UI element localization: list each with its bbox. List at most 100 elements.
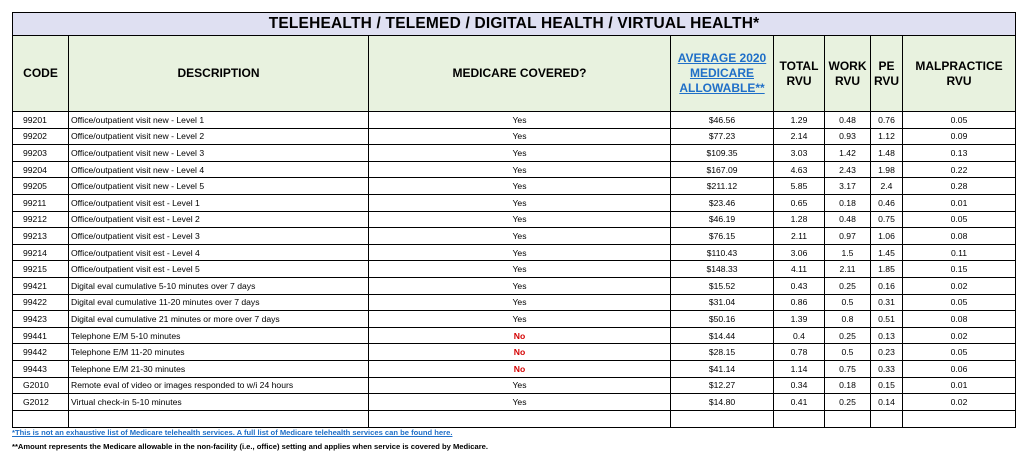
cell-description: Office/outpatient visit est - Level 3 [68,227,369,245]
cell-code: 99214 [12,243,69,262]
cell-malpractice-rvu: 0.02 [901,326,1017,345]
cell-total-rvu: 2.11 [773,227,825,245]
cell-medicare-covered: Yes [368,293,671,312]
table-row: 99422 Digital eval cumulative 11-20 minut… [12,293,1017,312]
table-row: 99443 Telephone E/M 21-30 minutes No $41.14… [12,359,1017,378]
cell-description: Office/outpatient visit new - Level 3 [68,144,369,162]
cell-code: 99211 [12,193,69,212]
cell-description: Digital eval cumulative 21 minutes or mo… [68,310,369,328]
cell-total-rvu: 0.78 [773,343,825,361]
cell-medicare-covered: Yes [368,310,671,328]
cell-work-rvu: 0.5 [824,293,871,312]
cell-work-rvu: 0.8 [824,310,871,328]
table-row: 99215 Office/outpatient visit est - Level… [12,260,1017,278]
cell-code: 99205 [12,177,69,195]
table-row: 99214 Office/outpatient visit est - Level… [12,243,1017,262]
cell-medicare-covered: Yes [368,276,671,295]
cell-work-rvu: 0.97 [824,227,871,245]
cell-description: Office/outpatient visit new - Level 5 [68,177,369,195]
cell-empty [670,409,774,428]
cell-code: 99443 [12,359,69,378]
cell-code: 99421 [12,276,69,295]
cell-average-allowable: $148.33 [670,260,774,278]
cell-medicare-covered: Yes [368,193,671,212]
cell-malpractice-rvu: 0.11 [901,243,1017,262]
cell-code: 99204 [12,160,69,179]
table-row: 99423 Digital eval cumulative 21 minutes … [12,310,1017,328]
cell-medicare-covered: Yes [368,243,671,262]
table-row: G2012 Virtual check-in 5-10 minutes Yes $14… [12,393,1017,411]
header-total-rvu: TOTAL RVU [773,35,825,112]
cell-total-rvu: 2.14 [773,127,825,146]
telehealth-codes-table: TELEHEALTH / TELEMED / DIGITAL HEALTH / … [11,12,1017,428]
cell-malpractice-rvu: 0.05 [901,343,1017,361]
cell-total-rvu: 3.03 [773,144,825,162]
cell-work-rvu: 0.48 [824,111,871,129]
cell-malpractice-rvu: 0.02 [901,276,1017,295]
table-row: 99213 Office/outpatient visit est - Level… [12,227,1017,245]
cell-code: 99213 [12,227,69,245]
cell-pe-rvu: 1.45 [870,243,903,262]
cell-description: Office/outpatient visit est - Level 5 [68,260,369,278]
cell-code: 99422 [12,293,69,312]
cell-code: 99202 [12,127,69,146]
table-row: G2010 Remote eval of video or images resp… [12,376,1017,395]
cell-total-rvu: 4.63 [773,160,825,179]
cell-average-allowable: $12.27 [670,376,774,395]
cell-pe-rvu: 1.06 [870,227,903,245]
cell-pe-rvu: 0.14 [870,393,903,411]
table-row: 99212 Office/outpatient visit est - Level… [12,210,1017,229]
cell-code: 99423 [12,310,69,328]
cell-code: 99201 [12,111,69,129]
cell-pe-rvu: 0.76 [870,111,903,129]
table-row: 99442 Telephone E/M 11-20 minutes No $28.15… [12,343,1017,361]
cell-work-rvu: 3.17 [824,177,871,195]
header-malpractice-rvu: MALPRACTICE RVU [901,35,1017,112]
cell-total-rvu: 1.29 [773,111,825,129]
cell-malpractice-rvu: 0.08 [901,310,1017,328]
cell-pe-rvu: 0.23 [870,343,903,361]
table-row: 99421 Digital eval cumulative 5-10 minute… [12,276,1017,295]
cell-average-allowable: $41.14 [670,359,774,378]
cell-code: 99212 [12,210,69,229]
header-medicare-covered: MEDICARE COVERED? [368,35,671,112]
cell-work-rvu: 2.11 [824,260,871,278]
cell-code: 99215 [12,260,69,278]
cell-empty [12,409,69,428]
cell-empty [773,409,825,428]
cell-code: G2012 [12,393,69,411]
cell-average-allowable: $15.52 [670,276,774,295]
footnote-telehealth-list-link[interactable]: *This is not an exhaustive list of Medic… [12,428,453,437]
cell-average-allowable: $14.80 [670,393,774,411]
cell-description: Office/outpatient visit new - Level 4 [68,160,369,179]
table-row: 99203 Office/outpatient visit new - Level… [12,144,1017,162]
cell-empty [68,409,369,428]
cell-work-rvu: 0.25 [824,326,871,345]
cell-average-allowable: $46.19 [670,210,774,229]
cell-pe-rvu: 0.13 [870,326,903,345]
cell-pe-rvu: 1.48 [870,144,903,162]
cell-malpractice-rvu: 0.05 [901,210,1017,229]
cell-medicare-covered: Yes [368,111,671,129]
cell-pe-rvu: 1.85 [870,260,903,278]
cell-work-rvu: 0.48 [824,210,871,229]
cell-total-rvu: 0.65 [773,193,825,212]
cell-work-rvu: 1.5 [824,243,871,262]
cell-description: Virtual check-in 5-10 minutes [68,393,369,411]
telehealth-table-container: TELEHEALTH / TELEMED / DIGITAL HEALTH / … [11,12,1017,428]
cell-average-allowable: $23.46 [670,193,774,212]
cell-pe-rvu: 1.12 [870,127,903,146]
table-row: 99205 Office/outpatient visit new - Level… [12,177,1017,195]
header-average-allowable-link[interactable]: AVERAGE 2020 MEDICARE ALLOWABLE** [670,35,774,112]
footnotes: *This is not an exhaustive list of Medic… [12,428,1015,452]
cell-average-allowable: $46.56 [670,111,774,129]
cell-total-rvu: 1.28 [773,210,825,229]
cell-average-allowable: $167.09 [670,160,774,179]
cell-average-allowable: $77.23 [670,127,774,146]
cell-work-rvu: 0.75 [824,359,871,378]
cell-empty [901,409,1017,428]
cell-average-allowable: $50.16 [670,310,774,328]
cell-code: 99441 [12,326,69,345]
cell-total-rvu: 0.34 [773,376,825,395]
cell-medicare-covered: No [368,343,671,361]
